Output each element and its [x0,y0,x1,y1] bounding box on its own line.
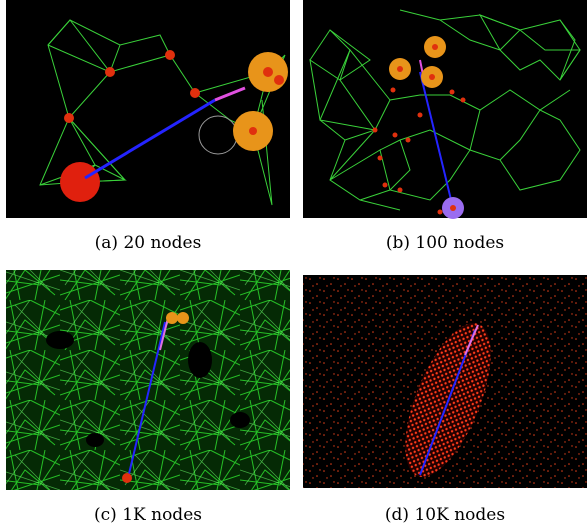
panel-d [303,275,587,488]
node [406,138,411,143]
node [391,88,396,93]
void [230,412,250,428]
node [418,113,423,118]
page: {"panels": [ {"caption": "(a) 20 nodes"}… [0,0,587,529]
panel-a [6,0,290,218]
void [188,342,212,378]
node [450,90,455,95]
caption: (a) 20 nodes [95,233,202,253]
node [64,113,74,123]
panel-b [303,0,587,219]
panel-background [6,0,290,218]
void [86,433,104,447]
node [378,156,383,161]
node [432,44,438,50]
node [383,183,388,188]
node [165,50,175,60]
node [393,133,398,138]
node [122,473,132,483]
node [429,74,435,80]
node [398,188,403,193]
node [190,88,200,98]
node [461,98,466,103]
node [166,312,178,324]
panel-c [6,270,290,490]
node [397,66,403,72]
node [373,128,378,133]
node [450,205,456,211]
caption: (d) 10K nodes [385,505,505,525]
node [263,67,273,77]
node [177,312,189,324]
node [60,162,100,202]
void [46,331,74,349]
figure: (a) 20 nodes [0,0,587,529]
caption: (b) 100 nodes [386,233,504,253]
node [438,210,443,215]
node [105,67,115,77]
caption: (c) 1K nodes [94,505,202,525]
panel-background [6,270,290,490]
node [249,127,257,135]
node [274,75,284,85]
